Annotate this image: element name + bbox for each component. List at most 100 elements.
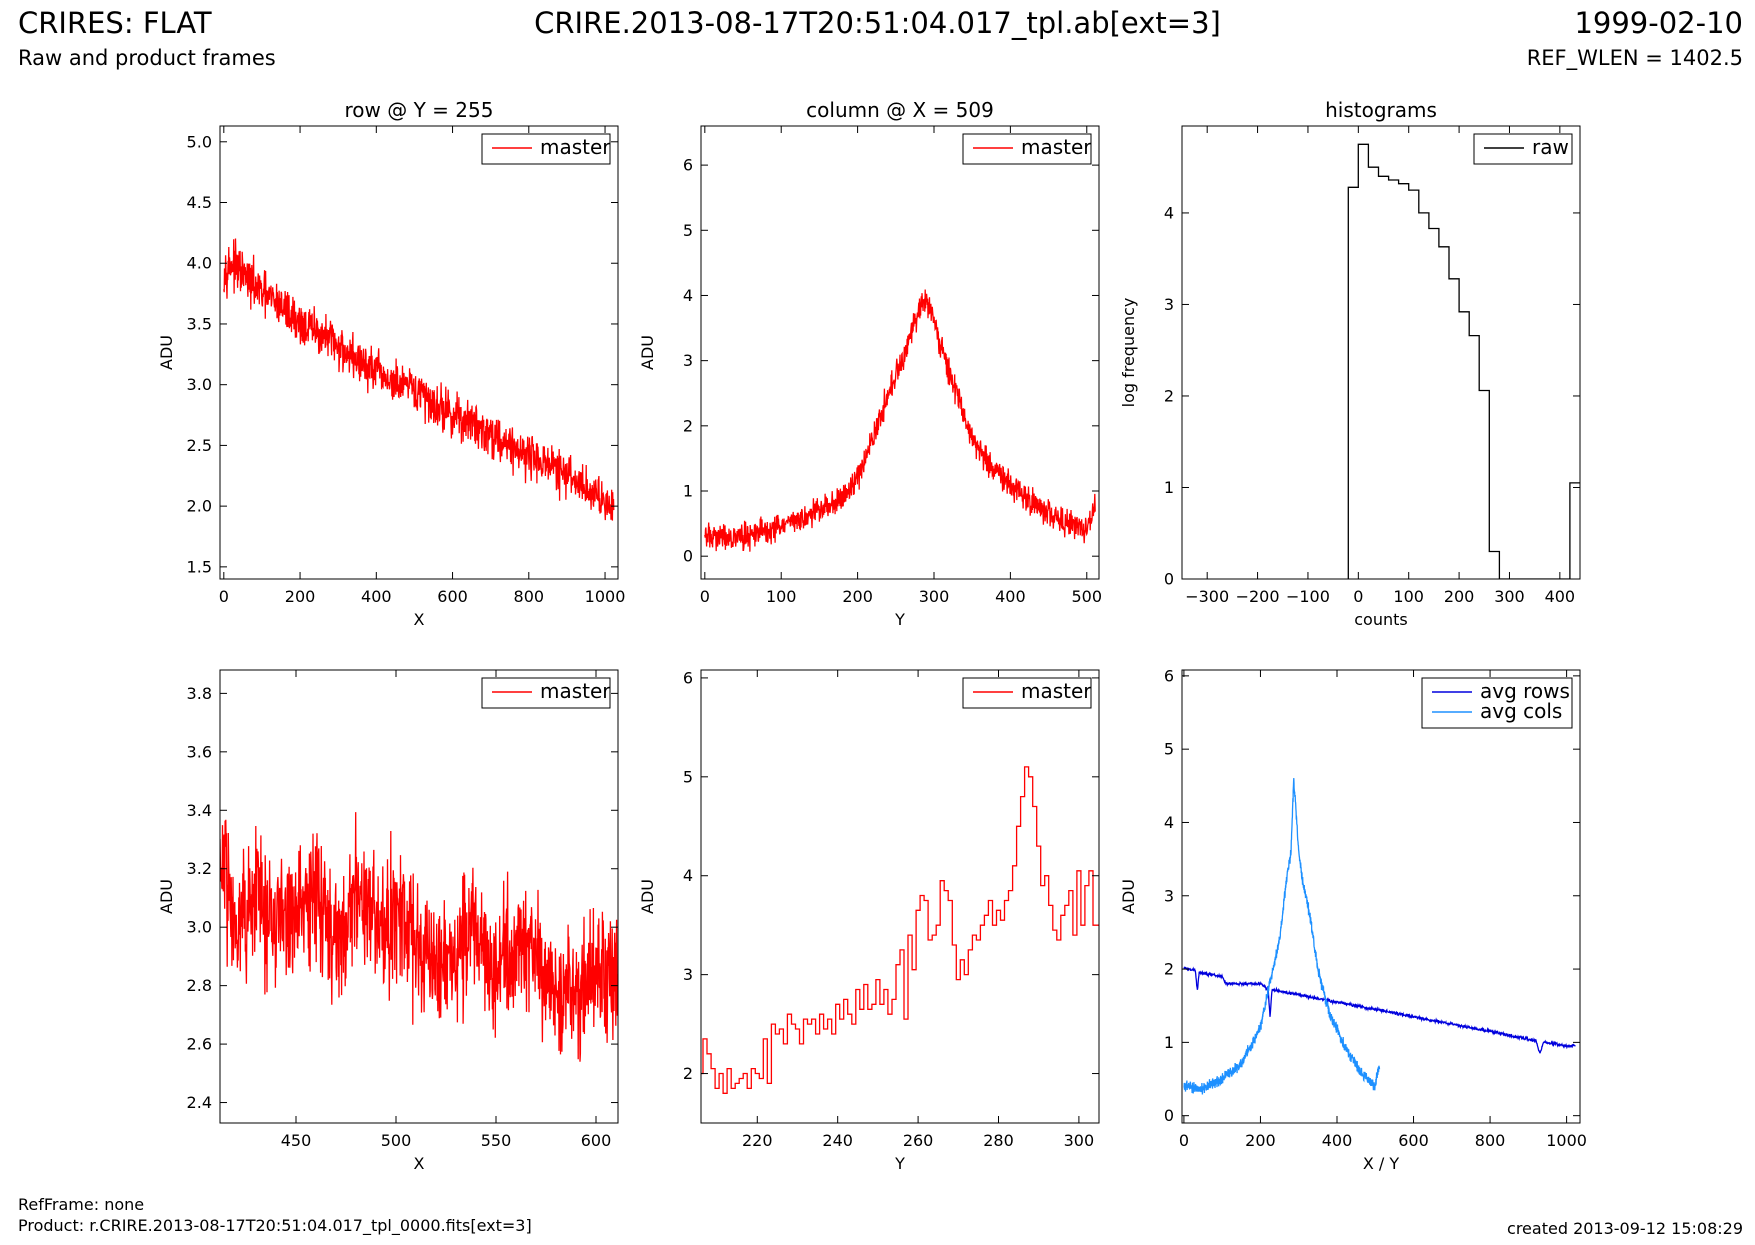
x-tick-label: 400: [361, 587, 392, 606]
chart-column-zoom: 220 240 260 280 300 2 3 4 5 6 Y ADU master: [638, 668, 1100, 1173]
legend-entry: master: [540, 135, 611, 159]
legend-entry: avg rows: [1480, 679, 1570, 703]
x-tick-label: 450: [281, 1131, 312, 1150]
y-tick-label: 2: [683, 1064, 693, 1083]
legend: master: [962, 677, 1092, 709]
x-axis-label: counts: [1354, 610, 1407, 629]
y-tick-label: 2.8: [187, 976, 212, 995]
y-tick-label: 2.6: [187, 1035, 212, 1054]
y-tick-label: 4: [683, 866, 693, 885]
x-tick-label: 0: [219, 587, 229, 606]
x-tick-label: −100: [1286, 587, 1330, 606]
legend-entry: master: [540, 679, 611, 703]
series-line-master: [704, 289, 1096, 552]
chart-row-zoom: 450 500 550 600 2.4 2.6 2.8 3.0 3.2 3.4 3.6 3.8 X ADU…: [157, 669, 619, 1173]
x-axis-label: X / Y: [1363, 1154, 1400, 1173]
chart-title: histograms: [1325, 98, 1437, 122]
x-tick-label: 280: [983, 1131, 1014, 1150]
legend-box: [962, 677, 1092, 709]
y-tick-label: 0: [1164, 570, 1174, 589]
y-tick-label: 2: [1164, 386, 1174, 405]
y-tick-label: 3.6: [187, 742, 212, 761]
y-tick-label: 4: [1164, 203, 1174, 222]
x-tick-label: 200: [285, 587, 316, 606]
x-tick-label: 600: [437, 587, 468, 606]
y-axis-label: ADU: [638, 879, 657, 914]
series-line-raw: [1347, 143, 1580, 579]
y-tick-label: 6: [1164, 666, 1174, 685]
chart-averages: 0 200 400 600 800 1000 0 1 2 3 4 5 6 X / Y ADU avg rows…: [1119, 666, 1587, 1173]
x-tick-label: 1000: [1546, 1131, 1587, 1150]
y-tick-label: 1.5: [187, 557, 212, 576]
chart-row: 0 200 400 600 800 1000 1.5 2.0 2.5 3.0 3.5 4.0 4.5 5.…: [157, 98, 625, 629]
plot-frame: [700, 125, 1100, 580]
y-tick-label: 0: [1164, 1106, 1174, 1125]
x-tick-label: 0: [1179, 1131, 1189, 1150]
observation-date: 1999-02-10: [1574, 6, 1743, 40]
ref-frame-label: RefFrame: none: [18, 1195, 145, 1214]
series-line-master: [701, 766, 1099, 1094]
plot-frame: [219, 669, 619, 1124]
y-tick-label: 3.5: [187, 314, 212, 333]
x-axis-label: X: [414, 610, 425, 629]
created-label: created 2013-09-12 15:08:29: [1507, 1219, 1743, 1238]
legend-entry: raw: [1532, 135, 1569, 159]
x-tick-label: 800: [514, 587, 545, 606]
legend-box: [1421, 677, 1573, 729]
x-tick-label: 500: [381, 1131, 412, 1150]
y-tick-label: 3.4: [187, 801, 212, 820]
page-subtitle: Raw and product frames: [18, 46, 276, 70]
series-line-avg-rows: [1183, 966, 1576, 1054]
x-tick-label: 300: [919, 587, 950, 606]
ref-wavelength: REF_WLEN = 1402.5: [1526, 46, 1743, 70]
y-tick-label: 3: [683, 351, 693, 370]
y-tick-label: 4.5: [187, 193, 212, 212]
y-tick-label: 5: [683, 767, 693, 786]
y-tick-label: 1: [683, 482, 693, 501]
y-tick-label: 3.2: [187, 859, 212, 878]
x-tick-label: 400: [1545, 587, 1576, 606]
y-tick-label: 2.0: [187, 497, 212, 516]
chart-title: row @ Y = 255: [345, 98, 494, 122]
x-axis-label: Y: [894, 1154, 905, 1173]
x-tick-label: 200: [1245, 1131, 1276, 1150]
x-tick-label: 1000: [585, 587, 626, 606]
y-tick-label: 6: [683, 668, 693, 687]
product-label: Product: r.CRIRE.2013-08-17T20:51:04.017…: [18, 1216, 532, 1235]
x-tick-label: 220: [742, 1131, 773, 1150]
plot-frame: [700, 669, 1100, 1124]
x-tick-label: 260: [903, 1131, 934, 1150]
legend-entry: master: [1021, 679, 1092, 703]
y-tick-label: 5.0: [187, 132, 212, 151]
legend-entry: avg cols: [1480, 699, 1562, 723]
chart-title: column @ X = 509: [806, 98, 994, 122]
x-axis-label: Y: [894, 610, 905, 629]
y-tick-label: 2.4: [187, 1093, 212, 1112]
y-tick-label: 3: [1164, 886, 1174, 905]
y-tick-label: 2: [683, 416, 693, 435]
y-axis-label: log frequency: [1119, 298, 1138, 408]
y-tick-label: 3: [683, 965, 693, 984]
y-tick-label: 4: [683, 286, 693, 305]
y-axis-label: ADU: [638, 335, 657, 370]
x-tick-label: 240: [822, 1131, 853, 1150]
x-tick-label: 400: [1322, 1131, 1353, 1150]
y-axis-label: ADU: [1119, 879, 1138, 914]
y-tick-label: 2.5: [187, 436, 212, 455]
x-tick-label: 100: [766, 587, 797, 606]
y-tick-label: 5: [683, 221, 693, 240]
x-tick-label: 200: [1444, 587, 1475, 606]
legend-box: [962, 133, 1092, 165]
x-tick-label: 100: [1393, 587, 1424, 606]
y-tick-label: 0: [683, 547, 693, 566]
y-tick-label: 4.0: [187, 254, 212, 273]
y-tick-label: 3.8: [187, 684, 212, 703]
y-axis-label: ADU: [157, 335, 176, 370]
series-line-master: [220, 812, 618, 1062]
page-title: CRIRES: FLAT: [18, 6, 212, 40]
x-tick-label: 0: [700, 587, 710, 606]
legend: master: [481, 677, 611, 709]
plot-frame: [219, 125, 619, 580]
